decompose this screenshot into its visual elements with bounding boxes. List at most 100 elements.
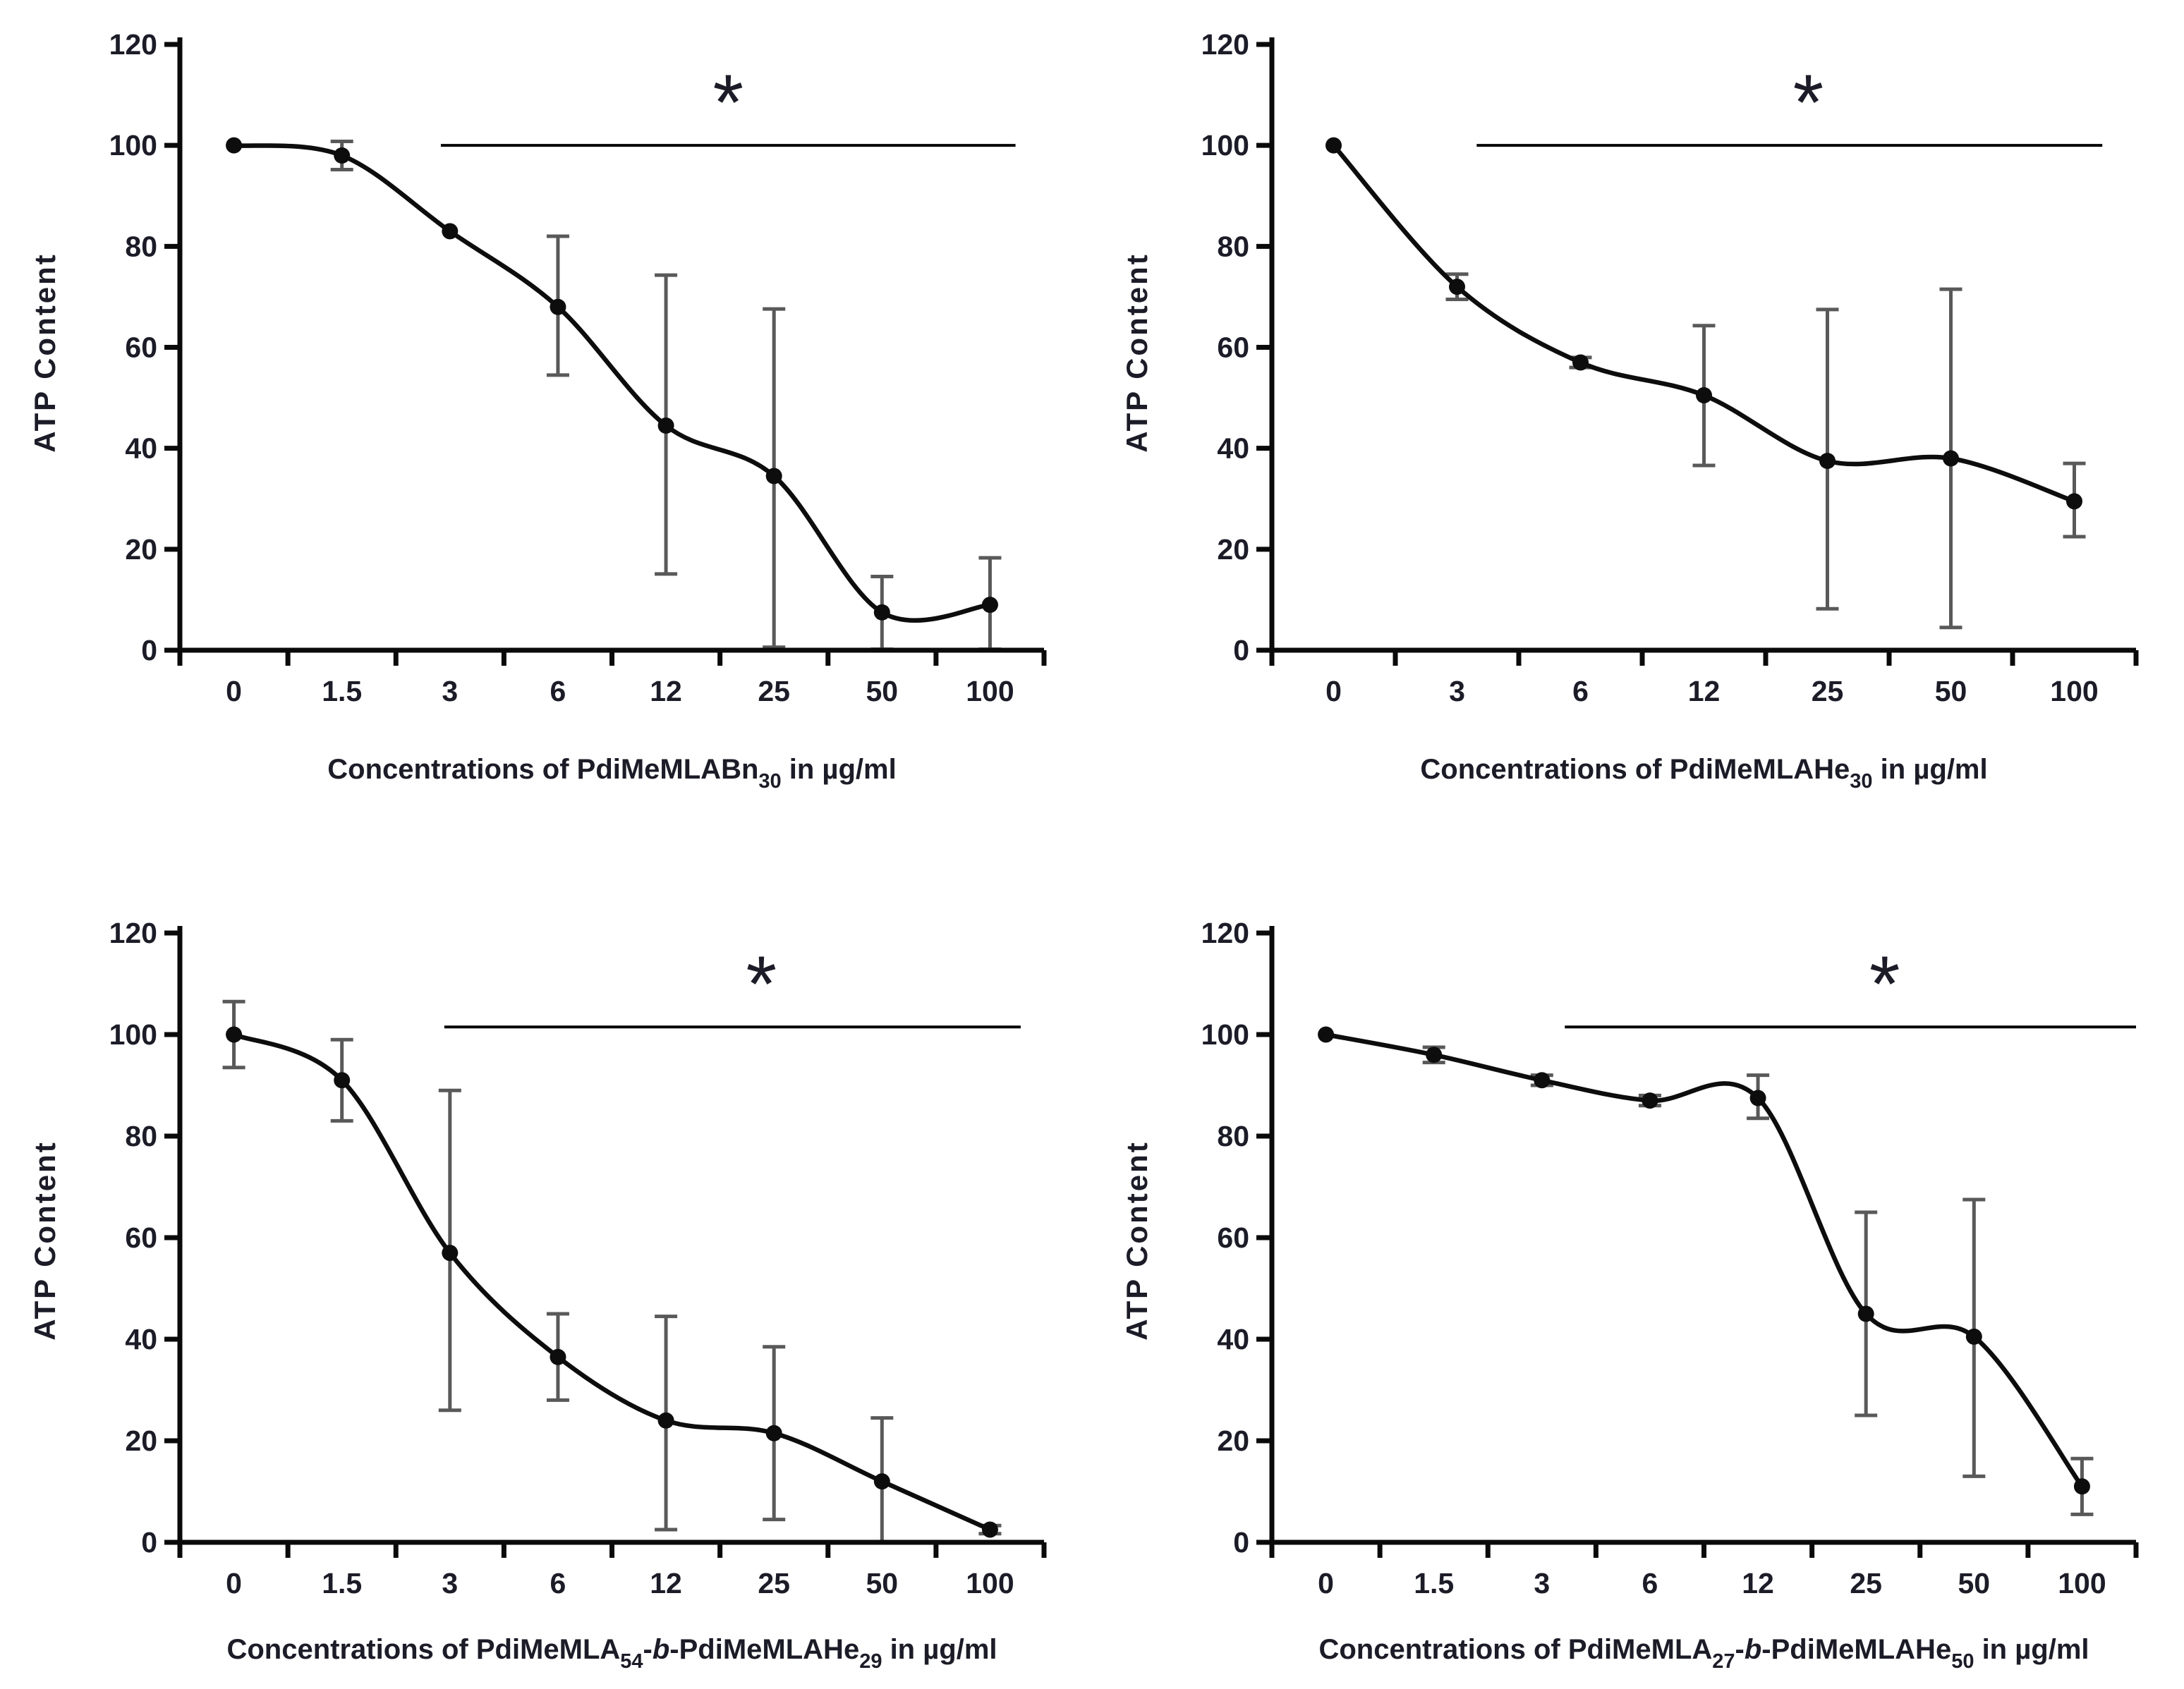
data-point-marker <box>1325 137 1342 154</box>
data-point-marker <box>873 604 890 621</box>
x-axis-ticks: 0 1.5 3 6 12 25 50 100 <box>177 1542 1047 1599</box>
data-point-marker <box>1965 1328 1982 1345</box>
data-point-markers <box>226 1026 998 1538</box>
x-category-label: 3 <box>1534 1567 1550 1599</box>
x-category-label: 25 <box>1850 1567 1882 1599</box>
x-axis-ticks: 0 1.5 3 6 12 25 50 100 <box>177 650 1047 707</box>
y-tick-label: 80 <box>125 1120 157 1152</box>
y-tick-label: 60 <box>1217 331 1249 364</box>
data-point-marker <box>981 597 998 614</box>
x-category-label: 3 <box>1449 675 1465 707</box>
x-category-label: 6 <box>1642 1567 1658 1599</box>
error-bars <box>1422 1045 2094 1516</box>
y-tick-label: 80 <box>1217 230 1249 262</box>
x-category-label: 1.5 <box>1414 1567 1454 1599</box>
x-category-label: 12 <box>650 1567 682 1599</box>
data-point-marker <box>226 1026 243 1043</box>
y-axis-ticks: 0 20 40 60 80 100 120 <box>109 28 180 666</box>
chart-panel-top-right: 0 20 40 60 80 100 120 0 3 6 12 25 50 100 Concentration… <box>1092 0 2184 845</box>
x-category-label: 12 <box>650 675 682 707</box>
x-category-label: 12 <box>1742 1567 1774 1599</box>
x-category-label: 100 <box>2050 675 2098 707</box>
x-category-label: 6 <box>550 675 566 707</box>
x-category-label: 3 <box>442 1567 458 1599</box>
y-tick-label: 20 <box>1217 533 1249 566</box>
y-tick-label: 0 <box>141 634 157 666</box>
data-point-marker <box>334 1072 351 1089</box>
series-curve <box>231 1032 993 1532</box>
x-category-label: 1.5 <box>322 1567 362 1599</box>
data-point-marker <box>442 223 459 240</box>
data-point-marker <box>765 1425 782 1441</box>
data-point-marker <box>1749 1090 1766 1106</box>
x-category-label: 12 <box>1688 675 1721 707</box>
x-category-label: 0 <box>226 1567 242 1599</box>
series-curve <box>231 142 993 623</box>
y-tick-label: 40 <box>125 432 157 465</box>
chart-panel-top-left: 0 20 40 60 80 100 120 0 1.5 3 6 12 25 50 100 Concentrat… <box>0 0 1092 845</box>
y-tick-label: 120 <box>109 28 157 61</box>
data-point-marker <box>873 1473 890 1490</box>
x-axis-title: Concentrations of PdiMeMLA54-b-PdiMeMLAH… <box>226 1634 997 1673</box>
y-axis-ticks: 0 20 40 60 80 100 120 <box>109 917 180 1559</box>
x-category-label: 1.5 <box>322 675 362 707</box>
atp-line-chart-bottom-right: 0 20 40 60 80 100 120 0 1.5 3 6 12 25 50 100 Concentrat… <box>1120 917 2139 1673</box>
significance-asterisk: * <box>1869 940 1900 1028</box>
data-point-marker <box>1642 1092 1658 1109</box>
data-point-marker <box>657 1412 674 1429</box>
atp-line-chart-bottom-left: 0 20 40 60 80 100 120 0 1.5 3 6 12 25 50 100 Concentrat… <box>28 917 1047 1673</box>
data-point-marker <box>2073 1478 2090 1495</box>
y-tick-label: 0 <box>1233 634 1249 666</box>
x-category-label: 6 <box>550 1567 566 1599</box>
data-point-marker <box>2066 493 2082 510</box>
x-axis-title: Concentrations of PdiMeMLAHe30 in µg/ml <box>1420 754 1987 793</box>
x-category-label: 50 <box>866 675 899 707</box>
x-category-label: 0 <box>226 675 242 707</box>
significance-asterisk: * <box>746 940 777 1028</box>
data-point-marker <box>1449 279 1465 295</box>
data-point-marker <box>1857 1305 1874 1322</box>
y-tick-label: 20 <box>1217 1425 1249 1457</box>
data-point-marker <box>1572 354 1589 371</box>
data-point-marker <box>442 1245 459 1262</box>
significance-asterisk: * <box>712 59 744 147</box>
y-tick-label: 80 <box>125 230 157 262</box>
atp-line-chart-top-left: 0 20 40 60 80 100 120 0 1.5 3 6 12 25 50 100 Concentrat… <box>28 28 1047 793</box>
y-tick-label: 40 <box>1217 432 1249 465</box>
y-tick-label: 60 <box>1217 1221 1249 1254</box>
data-point-marker <box>550 1348 566 1365</box>
x-axis-ticks: 0 1.5 3 6 12 25 50 100 <box>1269 1542 2139 1599</box>
x-category-label: 50 <box>866 1567 899 1599</box>
data-point-markers <box>1318 1026 2090 1495</box>
y-axis-title: ATP Content <box>1120 252 1153 452</box>
x-category-label: 0 <box>1325 675 1342 707</box>
y-tick-label: 40 <box>125 1323 157 1355</box>
x-category-label: 50 <box>1958 1567 1991 1599</box>
x-category-label: 25 <box>1812 675 1844 707</box>
y-axis-title: ATP Content <box>28 252 61 452</box>
chart-panel-bottom-left: 0 20 40 60 80 100 120 0 1.5 3 6 12 25 50 100 Concentrat… <box>0 844 1092 1689</box>
data-point-marker <box>981 1521 998 1538</box>
y-tick-label: 20 <box>125 533 157 566</box>
data-point-marker <box>765 468 782 484</box>
x-category-label: 100 <box>966 675 1014 707</box>
y-tick-label: 100 <box>1201 1018 1249 1051</box>
x-category-label: 6 <box>1572 675 1589 707</box>
x-axis-title: Concentrations of PdiMeMLA27-b-PdiMeMLAH… <box>1318 1634 2089 1673</box>
series-curve <box>1323 1032 2085 1489</box>
data-point-marker <box>1696 387 1712 404</box>
significance-asterisk: * <box>1793 59 1824 147</box>
data-point-marker <box>1534 1072 1551 1089</box>
y-tick-label: 120 <box>1201 28 1249 61</box>
y-tick-label: 20 <box>125 1425 157 1457</box>
data-point-marker <box>226 137 243 154</box>
data-point-markers <box>226 137 998 621</box>
y-tick-label: 100 <box>109 129 157 161</box>
y-tick-label: 60 <box>125 1221 157 1254</box>
y-tick-label: 100 <box>1201 129 1249 161</box>
x-category-label: 50 <box>1935 675 1967 707</box>
y-tick-label: 60 <box>125 331 157 364</box>
y-axis-ticks: 0 20 40 60 80 100 120 <box>1201 917 1272 1559</box>
data-point-marker <box>1318 1026 1335 1043</box>
x-category-label: 100 <box>966 1567 1014 1599</box>
